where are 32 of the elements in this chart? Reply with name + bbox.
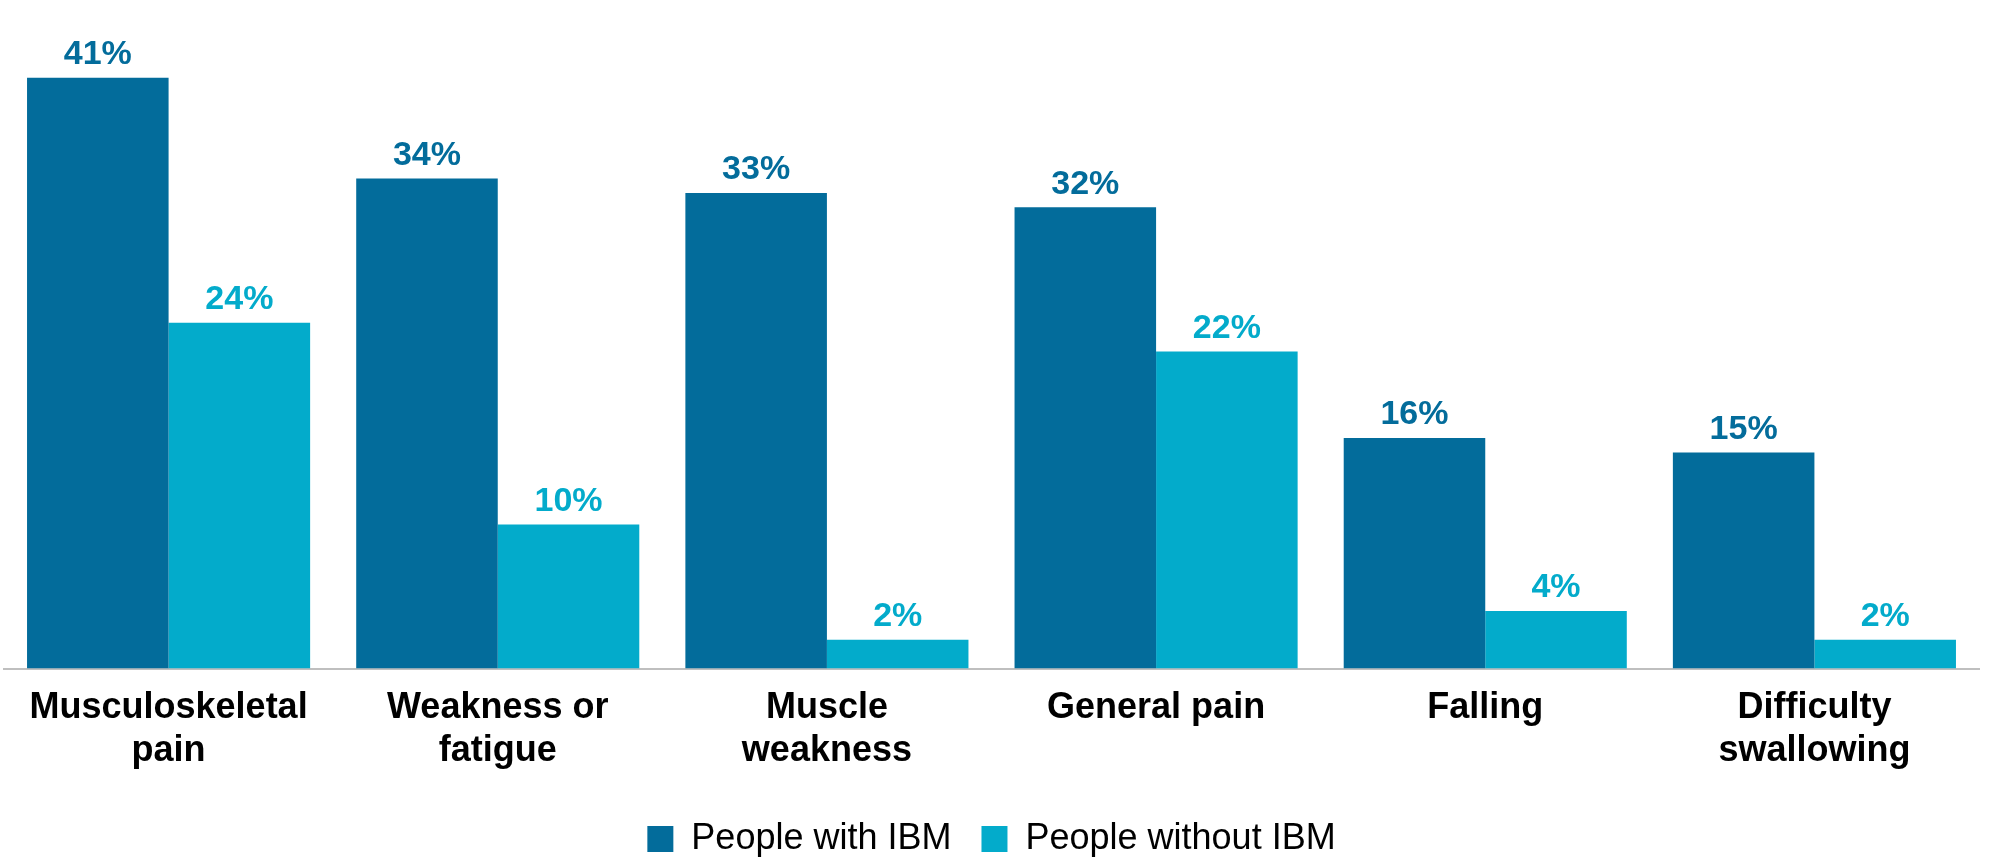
bar xyxy=(1156,351,1298,669)
x-tick-label: Falling xyxy=(1427,685,1544,727)
bar xyxy=(1343,437,1486,669)
data-label: 2% xyxy=(1860,595,1910,634)
data-label: 41% xyxy=(63,33,132,72)
data-label: 24% xyxy=(205,278,274,317)
bar xyxy=(685,192,827,669)
bar xyxy=(356,178,498,669)
x-tick-label: Weakness or fatigue xyxy=(387,685,609,770)
bar xyxy=(1014,207,1157,669)
x-tick-label: General pain xyxy=(1047,685,1266,727)
x-tick-label: Muscle weakness xyxy=(740,685,912,770)
bar xyxy=(497,524,640,669)
bar xyxy=(27,77,169,669)
bar xyxy=(1485,610,1627,669)
data-label: 22% xyxy=(1192,306,1261,345)
bar xyxy=(1814,639,1956,669)
bar xyxy=(1672,452,1815,669)
data-label: 33% xyxy=(722,148,791,187)
data-label: 15% xyxy=(1709,407,1778,446)
bar xyxy=(168,322,311,669)
legend-label: People with IBM xyxy=(691,815,952,857)
data-label: 16% xyxy=(1380,393,1449,432)
data-label: 10% xyxy=(534,479,603,518)
legend-label: People without IBM xyxy=(1025,815,1336,857)
data-label: 32% xyxy=(1051,162,1120,201)
x-tick-label: Musculoskeletal pain xyxy=(29,685,308,770)
bar xyxy=(826,639,969,669)
data-label: 34% xyxy=(392,133,462,172)
data-label: 2% xyxy=(873,595,923,634)
x-tick-label: Difficulty swallowing xyxy=(1718,685,1911,770)
data-label: 4% xyxy=(1531,566,1581,605)
